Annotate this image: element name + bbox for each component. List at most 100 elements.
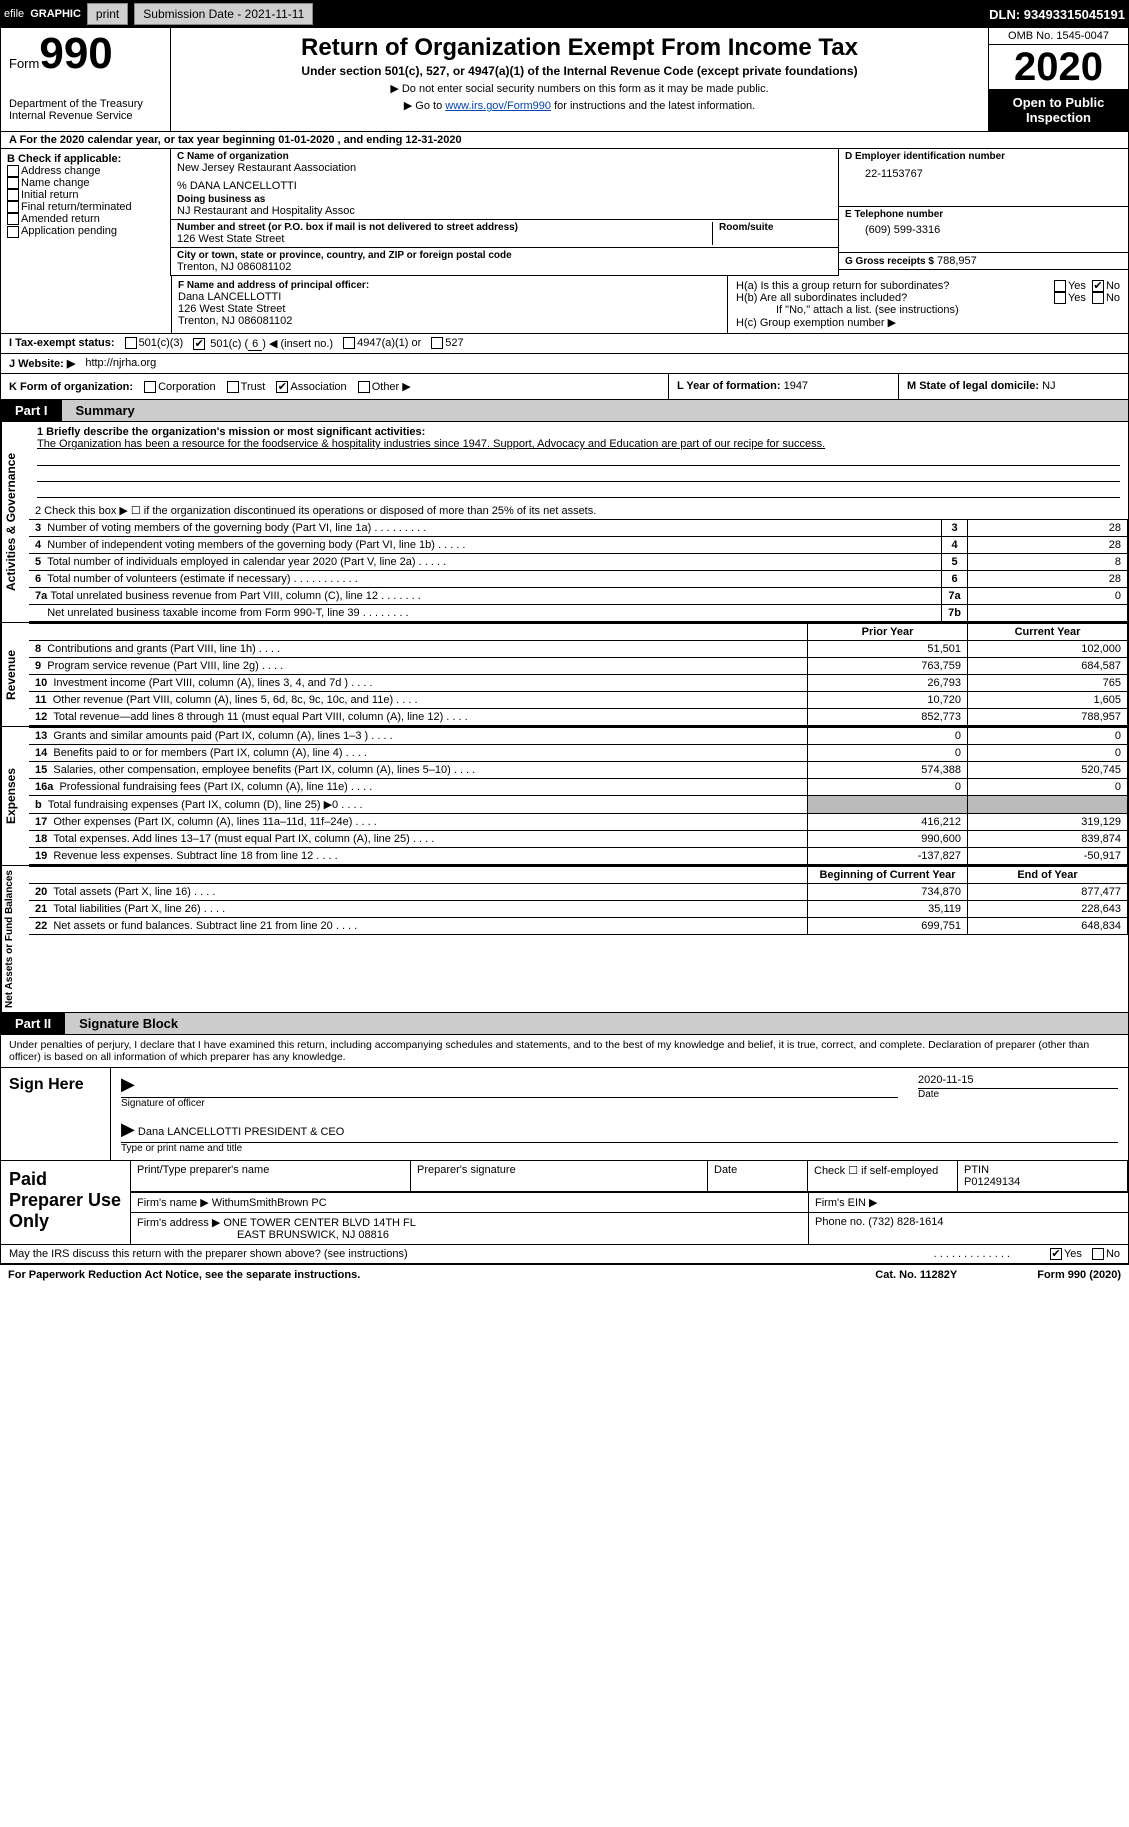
b-opt-4[interactable]: Amended return [7, 213, 164, 225]
firm-name: WithumSmithBrown PC [212, 1197, 327, 1209]
row-label: 22 Net assets or fund balances. Subtract… [29, 918, 808, 935]
current-value: 684,587 [968, 658, 1128, 675]
l-year-formation: L Year of formation: 1947 [668, 374, 898, 399]
prep-ptin-lbl: PTIN [964, 1164, 989, 1176]
current-value [968, 796, 1128, 814]
form-word: Form [9, 56, 39, 71]
i-opt2[interactable]: 501(c) (6) ◀ (insert no.) [193, 337, 333, 350]
dln-label: DLN: 93493315045191 [989, 7, 1125, 22]
current-value: 648,834 [968, 918, 1128, 935]
form990-link[interactable]: www.irs.gov/Form990 [445, 100, 551, 112]
hb-no: No [1106, 292, 1120, 304]
i-opt3[interactable]: 4947(a)(1) or [343, 337, 421, 350]
line-2-text: 2 Check this box ▶ ☐ if the organization… [35, 504, 1122, 517]
print-button[interactable]: print [87, 3, 128, 25]
prep-c2: Preparer's signature [411, 1161, 708, 1192]
sign-here-label: Sign Here [1, 1068, 111, 1160]
f-name: Dana LANCELLOTTI [178, 291, 721, 303]
k-opt0[interactable]: Corporation [144, 381, 215, 393]
sign-here-content: ▶ Signature of officer 2020-11-15 Date ▶… [111, 1068, 1128, 1160]
b-opt-2[interactable]: Initial return [7, 189, 164, 201]
current-value: 0 [968, 728, 1128, 745]
c-room-lbl: Room/suite [719, 222, 832, 233]
b-header: B Check if applicable: [7, 153, 164, 165]
discuss-dots: . . . . . . . . . . . . . [934, 1248, 1010, 1260]
arrow-icon: ▶ [121, 1074, 135, 1094]
i-opt2-num: 6 [248, 338, 262, 351]
graphic-label: GRAPHIC [30, 8, 81, 20]
c-dba-lbl: Doing business as [177, 194, 832, 205]
paid-preparer: Paid Preparer Use Only Print/Type prepar… [0, 1161, 1129, 1264]
hb-lbl: H(b) Are all subordinates included? [736, 292, 1054, 304]
section-expenses: Expenses 13 Grants and similar amounts p… [0, 727, 1129, 866]
row-label: 8 Contributions and grants (Part VIII, l… [29, 641, 808, 658]
hb-row: H(b) Are all subordinates included? Yes … [736, 292, 1120, 304]
table-row: b Total fundraising expenses (Part IX, c… [29, 796, 1128, 814]
k-opt1[interactable]: Trust [227, 381, 266, 393]
l-lbl: L Year of formation: [677, 380, 781, 392]
block-b-to-g: B Check if applicable: Address change Na… [0, 149, 1129, 276]
row-label: b Total fundraising expenses (Part IX, c… [29, 796, 808, 814]
net-header: Beginning of Current YearEnd of Year [29, 867, 1128, 884]
b-opt-1-label: Name change [21, 177, 90, 189]
c-name-lbl: C Name of organization [177, 151, 832, 162]
note2-pre: ▶ Go to [404, 100, 445, 112]
hb-yes-check[interactable] [1054, 292, 1066, 304]
table-row: 16a Professional fundraising fees (Part … [29, 779, 1128, 796]
i-opt4[interactable]: 527 [431, 337, 463, 350]
k-opt2[interactable]: Association [276, 381, 346, 393]
table-row: 8 Contributions and grants (Part VIII, l… [29, 641, 1128, 658]
ha-no-check[interactable] [1092, 280, 1104, 292]
hb-no-check[interactable] [1092, 292, 1104, 304]
i-lbl: I Tax-exempt status: [9, 337, 115, 350]
gov-7b-text: Net unrelated business taxable income fr… [47, 607, 359, 619]
discuss-yes-check[interactable] [1050, 1248, 1062, 1260]
discuss-no-check[interactable] [1092, 1248, 1104, 1260]
k-opt2-label: Association [290, 381, 346, 393]
prior-value: 574,388 [808, 762, 968, 779]
ha-lbl: H(a) Is this a group return for subordin… [736, 280, 1054, 292]
tax-year: 2020 [989, 45, 1128, 89]
row-label: 17 Other expenses (Part IX, column (A), … [29, 814, 808, 831]
col-begin: Beginning of Current Year [808, 867, 968, 884]
b-opt-1[interactable]: Name change [7, 177, 164, 189]
row-label: 18 Total expenses. Add lines 13–17 (must… [29, 831, 808, 848]
prior-value: 0 [808, 745, 968, 762]
part-i-header: Part I Summary [0, 400, 1129, 422]
prep-c4[interactable]: Check ☐ if self-employed [808, 1161, 958, 1192]
line-2: 2 Check this box ▶ ☐ if the organization… [29, 502, 1128, 519]
b-opt-5[interactable]: Application pending [7, 225, 164, 237]
h-block: H(a) Is this a group return for subordin… [728, 276, 1128, 333]
b-opt-4-label: Amended return [21, 213, 100, 225]
current-value: 1,605 [968, 692, 1128, 709]
prior-value: 10,720 [808, 692, 968, 709]
table-row: 22 Net assets or fund balances. Subtract… [29, 918, 1128, 935]
f-addr: 126 West State Street [178, 303, 721, 315]
arrow-icon-2: ▶ [121, 1119, 135, 1139]
b-opt-3[interactable]: Final return/terminated [7, 201, 164, 213]
firm-addr1: ONE TOWER CENTER BLVD 14TH FL [223, 1217, 416, 1229]
ha-yes-check[interactable] [1054, 280, 1066, 292]
gov-6-v: 28 [968, 571, 1128, 588]
prep-c1: Print/Type preparer's name [131, 1161, 411, 1192]
row-label: 13 Grants and similar amounts paid (Part… [29, 728, 808, 745]
c-city-lbl: City or town, state or province, country… [177, 250, 832, 261]
k-opt3[interactable]: Other ▶ [358, 381, 411, 393]
f-lbl: F Name and address of principal officer: [178, 280, 721, 291]
prior-value: 0 [808, 728, 968, 745]
prior-value: 990,600 [808, 831, 968, 848]
current-value: 839,874 [968, 831, 1128, 848]
hb-note: If "No," attach a list. (see instruction… [736, 304, 1120, 316]
form-left: Form990 Department of the Treasury Inter… [1, 28, 171, 131]
c-dba: NJ Restaurant and Hospitality Assoc [177, 205, 832, 217]
form-note-1: ▶ Do not enter social security numbers o… [179, 82, 980, 95]
table-row: 21 Total liabilities (Part X, line 26) .… [29, 901, 1128, 918]
b-opt-0[interactable]: Address change [7, 165, 164, 177]
prior-value: 699,751 [808, 918, 968, 935]
k-lbl: K Form of organization: [9, 381, 133, 393]
sig-type-lbl: Type or print name and title [121, 1143, 1118, 1154]
m-val: NJ [1042, 380, 1055, 392]
c-addr-lbl: Number and street (or P.O. box if mail i… [177, 222, 712, 233]
discuss-text: May the IRS discuss this return with the… [9, 1248, 934, 1260]
i-opt1[interactable]: 501(c)(3) [125, 337, 184, 350]
